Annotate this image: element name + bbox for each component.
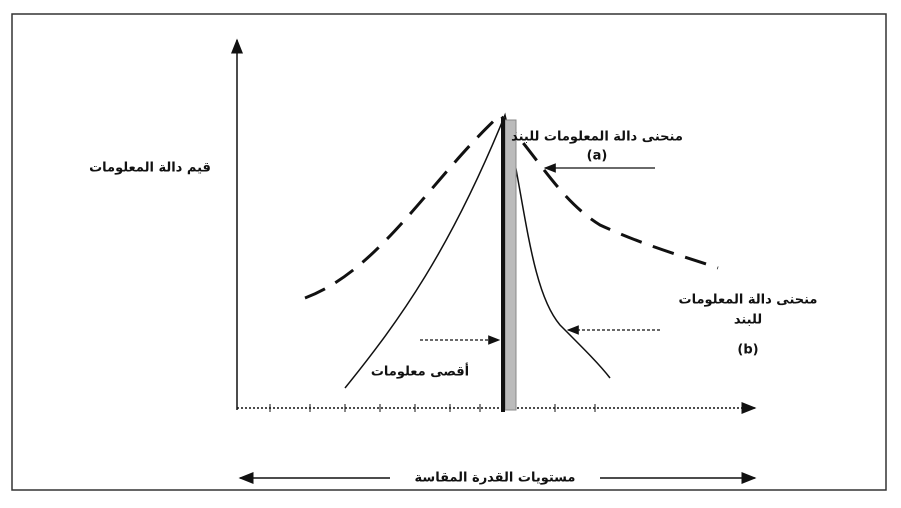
- curve-b-label: منحنى دالة المعلومات: [679, 293, 818, 308]
- curve-b: [344, 112, 611, 389]
- max-band: [504, 119, 517, 411]
- curve-a-id: (a): [587, 149, 608, 164]
- frame: [11, 13, 887, 491]
- x-axis-label: مستويات القدرة المقاسة: [415, 471, 576, 486]
- curve-b-label: للبند: [734, 313, 762, 328]
- max-info-label: أقصى معلومات: [371, 363, 469, 380]
- curve-a-label: منحنى دالة المعلومات للبند: [511, 130, 683, 145]
- curve-a: [304, 112, 719, 300]
- y-axis-label: قيم دالة المعلومات: [89, 161, 211, 176]
- curve-b-id: (b): [737, 343, 758, 358]
- x-ticks: [269, 404, 596, 412]
